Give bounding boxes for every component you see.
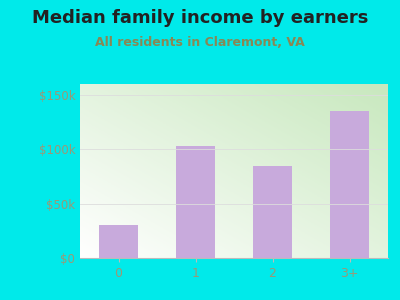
Text: Median family income by earners: Median family income by earners <box>32 9 368 27</box>
Bar <box>176 146 215 258</box>
Bar <box>330 111 369 258</box>
Text: All residents in Claremont, VA: All residents in Claremont, VA <box>95 36 305 49</box>
Bar <box>99 225 138 258</box>
Bar <box>253 166 292 258</box>
